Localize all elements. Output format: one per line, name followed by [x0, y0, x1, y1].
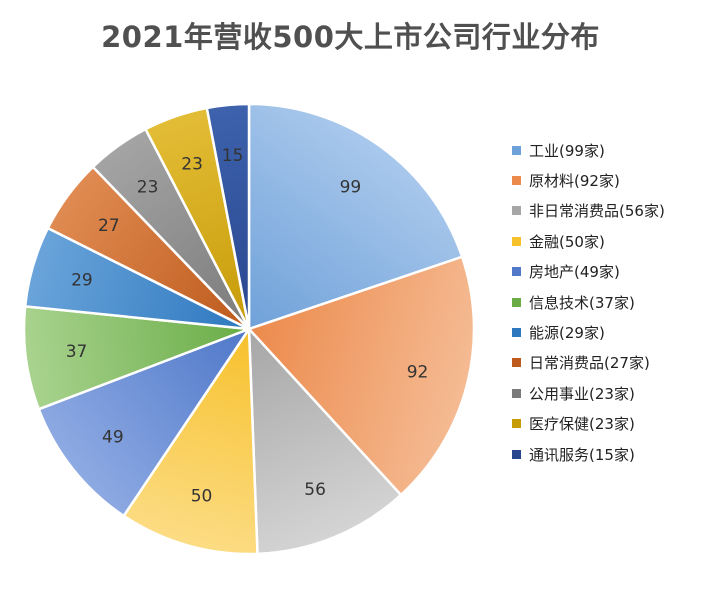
legend-label: 金融(50家) [529, 232, 605, 251]
chart-title: 2021年营收500大上市公司行业分布 [101, 20, 600, 54]
legend-item: 日常消费品(27家) [512, 348, 665, 378]
legend-swatch [512, 297, 521, 307]
legend-item: 工业(99家) [512, 135, 665, 165]
legend-item: 通讯服务(15家) [512, 439, 665, 469]
legend-swatch [512, 449, 521, 459]
legend-swatch [512, 267, 521, 277]
legend-item: 信息技术(37家) [512, 287, 665, 317]
legend-item: 金融(50家) [512, 226, 665, 256]
slice-value-label: 56 [304, 480, 326, 500]
legend-item: 能源(29家) [512, 317, 665, 347]
slice-value-label: 37 [66, 342, 88, 362]
pie-slices [22, 102, 476, 556]
pie-slice [247, 102, 464, 331]
pie-slice [122, 327, 259, 556]
slice-value-label: 92 [407, 362, 429, 382]
legend-swatch [512, 328, 521, 338]
slice-value-label: 23 [137, 178, 159, 198]
legend-item: 医疗保健(23家) [512, 409, 665, 439]
pie-slice [22, 305, 251, 411]
slice-value-label: 29 [71, 270, 93, 290]
legend-label: 能源(29家) [529, 324, 605, 343]
legend-swatch [512, 145, 521, 155]
slice-value-label: 27 [98, 216, 120, 236]
pie-slice [37, 327, 251, 518]
legend-label: 房地产(49家) [529, 263, 620, 282]
legend-item: 公用事业(23家) [512, 378, 665, 408]
legend-label: 通讯服务(15家) [529, 445, 635, 464]
pie-slice [247, 327, 403, 556]
legend-label: 公用事业(23家) [529, 384, 635, 403]
legend-label: 信息技术(37家) [529, 293, 635, 312]
legend-swatch [512, 206, 521, 216]
legend-swatch [512, 176, 521, 186]
legend-item: 房地产(49家) [512, 257, 665, 287]
legend-item: 原材料(92家) [512, 165, 665, 195]
pie-slice [247, 255, 476, 497]
slice-value-label: 99 [340, 178, 362, 198]
slice-value-label: 50 [191, 486, 213, 506]
legend-swatch [512, 236, 521, 246]
legend-label: 医疗保健(23家) [529, 415, 635, 434]
legend-item: 非日常消费品(56家) [512, 196, 665, 226]
slice-value-label: 49 [102, 427, 124, 447]
legend-label: 非日常消费品(56家) [529, 202, 665, 221]
legend: 工业(99家) 原材料(92家) 非日常消费品(56家) 金融(50家) 房地产(49家… [512, 135, 665, 469]
legend-label: 工业(99家) [529, 141, 605, 160]
pie-slice [205, 102, 251, 331]
legend-swatch [512, 358, 521, 368]
legend-swatch [512, 419, 521, 429]
legend-label: 原材料(92家) [529, 172, 620, 191]
slice-value-label: 23 [181, 155, 203, 175]
slice-value-label: 15 [222, 146, 244, 166]
legend-label: 日常消费品(27家) [529, 354, 650, 373]
legend-swatch [512, 388, 521, 398]
pie-data-labels: 99 92 56 50 49 37 29 27 23 23 15 [66, 146, 429, 507]
